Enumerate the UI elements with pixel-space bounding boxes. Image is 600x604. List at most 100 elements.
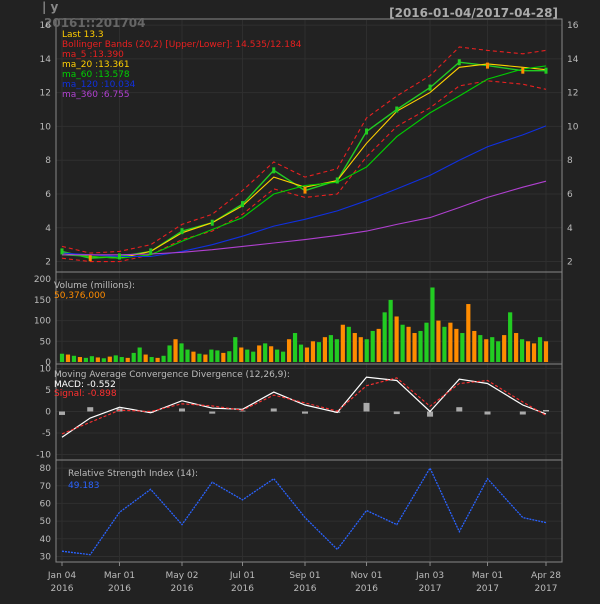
price-ytick-right-4: 4	[567, 224, 573, 234]
volume-bar-17	[161, 355, 166, 362]
volume-bar-4	[83, 357, 88, 362]
price-ytick-right-12: 12	[567, 89, 578, 99]
volume-bar-59	[412, 333, 417, 362]
price-ytick-left-10: 10	[40, 122, 52, 132]
volume-bar-42	[310, 341, 316, 362]
macd-value: MACD: -0.552	[54, 380, 116, 390]
volume-bar-55	[388, 299, 393, 362]
macd-hist-bar-12	[427, 411, 434, 417]
legend-ma120: ma_120 :10.034	[62, 80, 136, 90]
volume-bar-5	[89, 356, 94, 362]
volume-bar-18	[167, 345, 172, 362]
macd-hist-bar-10	[363, 402, 370, 412]
price-candle-16	[544, 67, 548, 74]
volume-bar-28	[227, 351, 232, 362]
macd-hist-bar-16	[543, 409, 549, 412]
volume-bar-58	[406, 326, 411, 362]
rsi-ytick-60: 60	[40, 499, 52, 509]
volume-ytick-150: 150	[34, 296, 51, 306]
x-label-bottom-0: 2016	[51, 584, 74, 594]
volume-bar-66	[454, 328, 459, 362]
volume-bar-14	[143, 354, 148, 362]
volume-bar-41	[304, 347, 310, 362]
x-label-bottom-5: 2016	[355, 584, 378, 594]
frame-layer	[55, 18, 563, 563]
price-candle-15	[521, 67, 525, 74]
rsi-ytick-70: 70	[40, 482, 52, 492]
legend-ma20: ma_20 :13.361	[62, 60, 130, 70]
volume-title: Volume (millions):	[54, 281, 135, 291]
x-label-top-4: Sep 01	[289, 571, 320, 581]
volume-bar-32	[251, 351, 256, 362]
volume-bar-65	[448, 322, 453, 362]
price-candle-8	[303, 187, 307, 194]
x-label-top-6: Jan 03	[415, 571, 444, 581]
x-label-bottom-2: 2016	[171, 584, 194, 594]
volume-bar-71	[484, 339, 489, 362]
x-label-top-8: Apr 28	[531, 571, 561, 581]
x-label-top-1: Mar 01	[104, 571, 135, 581]
price-candle-9	[335, 177, 339, 184]
legend-last: Last 13.3	[62, 30, 104, 40]
macd-ytick-0: 0	[45, 408, 51, 418]
rsi-line	[61, 466, 547, 556]
x-label-top-5: Nov 01	[351, 571, 383, 581]
volume-ytick-0: 0	[45, 358, 51, 368]
volume-bar-8	[107, 356, 112, 362]
x-label-top-0: Jan 04	[47, 571, 76, 581]
volume-bar-0	[59, 353, 65, 362]
volume-bar-62	[430, 287, 435, 362]
volume-bar-67	[460, 333, 465, 362]
volume-bar-20	[179, 343, 184, 362]
price-ytick-right-14: 14	[567, 55, 579, 65]
macd-line	[61, 376, 547, 438]
price-ytick-right-8: 8	[567, 156, 573, 166]
volume-bar-23	[197, 353, 202, 362]
volume-bar-72	[490, 337, 495, 362]
symbol-label: 20161::201704	[44, 16, 145, 30]
volume-bar-11	[125, 357, 130, 362]
x-label-bottom-3: 2016	[231, 584, 254, 594]
macd-hist-bar-14	[484, 411, 491, 415]
legend-bbands: Bollinger Bands (20,2) [Upper/Lower]: 14…	[62, 40, 302, 50]
price-ytick-right-6: 6	[567, 190, 573, 200]
price-candle-7	[272, 167, 276, 174]
volume-bar-47	[340, 324, 345, 362]
rsi-ytick-80: 80	[40, 464, 52, 474]
macd-ytick--10: -10	[36, 451, 51, 461]
price-ytick-left-8: 8	[45, 156, 51, 166]
macd-hist-bar-5	[209, 411, 216, 414]
rsi-ytick-30: 30	[40, 552, 52, 562]
volume-bar-37	[280, 351, 286, 362]
legend-ma60: ma_60 :13.578	[62, 70, 130, 80]
price-candle-12	[428, 84, 432, 91]
volume-bar-25	[209, 349, 214, 362]
x-label-bottom-7: 2017	[476, 584, 499, 594]
volume-bar-52	[370, 330, 375, 362]
rsi-value: 49.183	[68, 481, 100, 491]
macd-hist-bar-7	[270, 408, 277, 412]
macd-title: Moving Average Convergence Divergence (1…	[54, 370, 290, 380]
volume-bar-50	[358, 337, 363, 362]
macd-hist-bar-11	[393, 411, 400, 415]
volume-bar-24	[203, 354, 208, 362]
volume-bar-26	[215, 350, 220, 362]
macd-hist-bar-4	[178, 408, 185, 412]
macd-hist-bar-0	[59, 411, 65, 415]
price-candle-13	[457, 59, 461, 66]
price-ytick-left-16: 16	[40, 21, 52, 31]
volume-bar-79	[531, 343, 537, 362]
price-series-bb_lower	[61, 80, 547, 263]
legend-ma5: ma_5 :13.390	[62, 50, 124, 60]
volume-bar-75	[508, 312, 513, 362]
volume-bar-48	[346, 326, 351, 362]
volume-bar-73	[496, 341, 501, 362]
x-label-top-7: Mar 01	[472, 571, 503, 581]
signal-value: Signal: -0.898	[54, 389, 117, 399]
price-candle-10	[365, 128, 369, 135]
volume-bar-54	[382, 312, 387, 362]
signal-line	[61, 377, 547, 435]
volume-bar-34	[263, 343, 268, 362]
volume-bar-29	[233, 337, 238, 362]
